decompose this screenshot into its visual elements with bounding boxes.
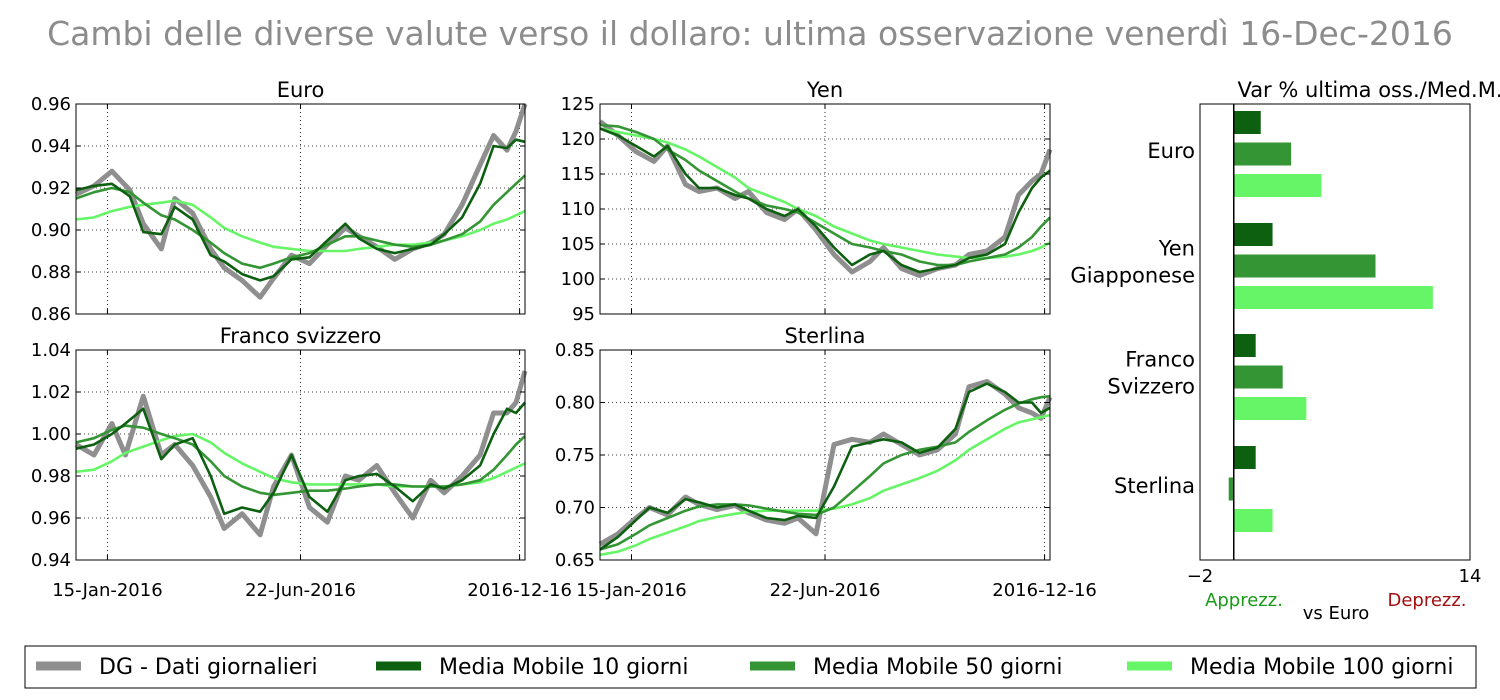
x-tick-label: 2016-12-16 — [992, 580, 1097, 601]
series-line-daily — [74, 103, 528, 300]
series-line-ma50 — [599, 123, 1051, 267]
bar-x-tick-label: −2 — [1187, 566, 1214, 587]
subplot-title: Euro — [277, 78, 325, 102]
y-tick-label: 1.04 — [31, 340, 71, 361]
y-tick-label: 0.88 — [31, 262, 71, 283]
bar-ma100 — [1233, 174, 1322, 197]
bar-ma100 — [1233, 286, 1433, 309]
bar-category-label: Franco — [1125, 348, 1195, 372]
bar-ma10 — [1233, 446, 1256, 469]
y-tick-label: 0.98 — [31, 466, 71, 487]
bar-ma10 — [1233, 223, 1273, 246]
y-tick-label: 120 — [561, 129, 595, 150]
series-line-ma50 — [75, 174, 526, 270]
x-tick-label: 15-Jan-2016 — [52, 580, 162, 601]
bar-category-label: Sterlina — [1114, 474, 1195, 498]
series-line-ma10 — [75, 138, 526, 282]
subplot-title: Yen — [806, 78, 843, 102]
bar-chart-title: Var % ultima oss./Med.M. — [1237, 78, 1500, 102]
bar-category-label: Yen — [1158, 237, 1195, 261]
bar-category-label: Euro — [1147, 139, 1195, 163]
legend-label: Media Mobile 10 giorni — [439, 655, 688, 680]
y-tick-label: 0.85 — [555, 340, 595, 361]
x-tick-label: 2016-12-16 — [467, 580, 572, 601]
y-tick-label: 1.00 — [31, 424, 71, 445]
bar-ma50 — [1228, 477, 1234, 501]
bar-ma100 — [1233, 397, 1307, 420]
series-line-ma10 — [599, 382, 1051, 551]
note-deprezz: Deprezz. — [1387, 590, 1466, 611]
bar-category-label: Svizzero — [1107, 375, 1195, 399]
y-tick-label: 0.86 — [31, 304, 71, 325]
y-tick-label: 1.02 — [31, 382, 71, 403]
bar-ma10 — [1233, 334, 1256, 357]
y-tick-label: 0.94 — [31, 550, 71, 571]
y-tick-label: 125 — [561, 94, 595, 115]
x-tick-label: 22-Jun-2016 — [770, 580, 881, 601]
note-vs-euro: vs Euro — [1303, 603, 1370, 624]
y-tick-label: 0.70 — [555, 498, 595, 519]
bar-category-label: Giapponese — [1070, 264, 1195, 288]
series-line-ma10 — [599, 127, 1051, 274]
series-line-ma100 — [75, 199, 526, 253]
y-tick-label: 115 — [561, 164, 595, 185]
bar-ma50 — [1233, 365, 1283, 389]
y-tick-label: 0.94 — [31, 136, 71, 157]
series-line-daily — [74, 370, 528, 538]
bar-ma10 — [1233, 111, 1261, 134]
y-tick-label: 0.92 — [31, 178, 71, 199]
y-tick-label: 100 — [561, 269, 595, 290]
bar-x-tick-label: 14 — [1459, 566, 1482, 587]
series-line-ma50 — [599, 394, 1051, 551]
legend-label: Media Mobile 100 giorni — [1190, 655, 1453, 680]
x-tick-label: 15-Jan-2016 — [576, 580, 686, 601]
series-line-ma50 — [75, 424, 526, 497]
series-line-daily — [598, 119, 1053, 278]
bar-axes-frame — [1199, 103, 1471, 561]
series-line-ma10 — [75, 401, 526, 516]
y-tick-label: 110 — [561, 199, 595, 220]
bar-ma50 — [1233, 254, 1376, 278]
y-tick-label: 0.90 — [31, 220, 71, 241]
y-tick-label: 0.96 — [31, 94, 71, 115]
subplot-title: Sterlina — [785, 324, 866, 348]
figure-title: Cambi delle diverse valute verso il doll… — [47, 14, 1453, 53]
subplot-title: Franco svizzero — [220, 324, 382, 348]
bar-ma100 — [1233, 509, 1273, 532]
y-tick-label: 0.75 — [555, 445, 595, 466]
x-tick-label: 22-Jun-2016 — [245, 580, 356, 601]
legend-label: Media Mobile 50 giorni — [813, 655, 1062, 680]
y-tick-label: 0.96 — [31, 508, 71, 529]
note-apprezz: Apprezz. — [1205, 590, 1283, 611]
y-tick-label: 0.65 — [555, 550, 595, 571]
legend-label: DG - Dati giornalieri — [99, 655, 318, 680]
y-tick-label: 0.80 — [555, 393, 595, 414]
y-tick-label: 95 — [572, 304, 595, 325]
y-tick-label: 105 — [561, 234, 595, 255]
bar-ma50 — [1233, 142, 1292, 166]
